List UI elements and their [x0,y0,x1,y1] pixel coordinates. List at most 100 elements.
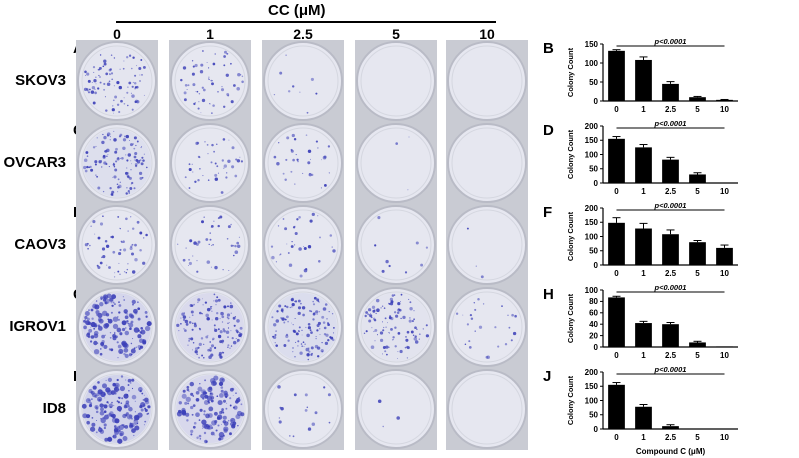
x-tick-label: 2.5 [665,187,677,196]
well-photo [446,368,528,450]
x-tick-label: 0 [614,269,619,278]
well-photo [355,122,437,204]
bar [608,384,625,429]
x-tick-label: 2.5 [665,269,677,278]
x-tick-label: 0 [614,351,619,360]
y-tick-label: 0 [594,425,599,434]
p-value-label: p<0.0001 [654,120,687,128]
x-tick-label: 0 [614,187,619,196]
bar [635,406,652,429]
well-photo [262,204,344,286]
y-tick-label: 200 [585,122,599,131]
y-tick-label: 50 [589,165,598,174]
bar [662,83,679,101]
x-tick-label: 0 [614,433,619,442]
bar [635,228,652,265]
x-tick-label: 10 [720,269,729,278]
well-photo [355,368,437,450]
bar-chart: Colony Count 0 50 100 150 200 0 1 2.5 5 10 p<0.0001… [566,366,738,456]
y-tick-label: 50 [589,247,598,256]
panel-letter: F [543,204,553,221]
well-photo [262,40,344,122]
bar [689,97,706,101]
cell-line-label: CAOV3 [14,236,66,253]
y-tick-label: 0 [594,343,599,352]
y-tick-label: 150 [585,382,599,391]
x-tick-label: 2.5 [665,105,677,114]
bar [608,138,625,183]
x-tick-label: 1 [641,269,646,278]
conc-label: 2.5 [293,26,313,42]
bar [689,242,706,265]
well-photo [169,40,251,122]
y-tick-label: 0 [594,97,599,106]
conc-label: 0 [113,26,121,42]
p-value-label: p<0.0001 [654,366,687,374]
bar [716,247,733,265]
p-value-label: p<0.0001 [654,202,687,210]
p-value-label: p<0.0001 [654,284,687,292]
conc-label: 1 [206,26,214,42]
bar [689,342,706,347]
x-axis-title: Compound C (μM) [636,447,706,456]
well-photo [76,368,158,450]
x-tick-label: 1 [641,433,646,442]
y-axis-title: Colony Count [566,293,575,343]
well-photo [76,286,158,368]
x-tick-label: 10 [720,351,729,360]
bar [716,346,733,348]
x-tick-label: 2.5 [665,433,677,442]
bar-chart: Colony Count 0 50 100 150 0 1 2.5 5 10 p<0.0001 [566,38,738,114]
panel-letter: H [543,286,554,303]
bar [608,297,625,347]
y-tick-label: 80 [589,297,598,306]
y-tick-label: 40 [589,320,598,329]
conc-label: 5 [392,26,400,42]
y-tick-label: 0 [594,261,599,270]
p-value-label: p<0.0001 [654,38,687,46]
cell-line-label: IGROV1 [9,318,66,335]
y-tick-label: 0 [594,179,599,188]
well-photo [169,204,251,286]
y-axis-title: Colony Count [566,211,575,261]
y-tick-label: 200 [585,368,599,377]
panel-letter: I [73,368,77,385]
bar-chart: Colony Count 0 20 40 60 80 100 0 1 2.5 5 10 p<0.0001 [566,284,738,360]
bar [716,99,733,101]
well-photo [169,286,251,368]
well-photo [446,286,528,368]
bar-chart: Colony Count 0 50 100 150 200 0 1 2.5 5 10 p<0.0001 [566,120,738,196]
bar [635,323,652,347]
cell-line-label: SKOV3 [15,72,66,89]
bar [689,174,706,183]
y-tick-label: 20 [589,331,598,340]
bar [608,50,625,101]
y-tick-label: 150 [585,218,599,227]
x-tick-label: 10 [720,187,729,196]
well-photo [355,40,437,122]
panel-letter: B [543,40,554,57]
conc-label: 10 [479,26,495,42]
y-tick-label: 150 [585,40,599,49]
x-tick-label: 5 [695,105,700,114]
well-photo [355,204,437,286]
y-tick-label: 150 [585,136,599,145]
bar-chart: Colony Count 0 50 100 150 200 0 1 2.5 5 10 p<0.0001 [566,202,738,278]
bar [635,147,652,183]
header-title: CC (μM) [268,2,326,19]
well-photo [169,368,251,450]
well-photo [355,286,437,368]
y-tick-label: 60 [589,309,598,318]
well-photo [446,204,528,286]
header-rule [116,21,496,23]
well-photo [169,122,251,204]
x-tick-label: 2.5 [665,351,677,360]
bar [662,234,679,265]
x-tick-label: 5 [695,187,700,196]
y-tick-label: 200 [585,204,599,213]
y-axis-title: Colony Count [566,47,575,97]
y-axis-title: Colony Count [566,129,575,179]
y-tick-label: 100 [585,232,599,241]
bar [662,324,679,347]
cell-line-label: OVCAR3 [3,154,66,171]
